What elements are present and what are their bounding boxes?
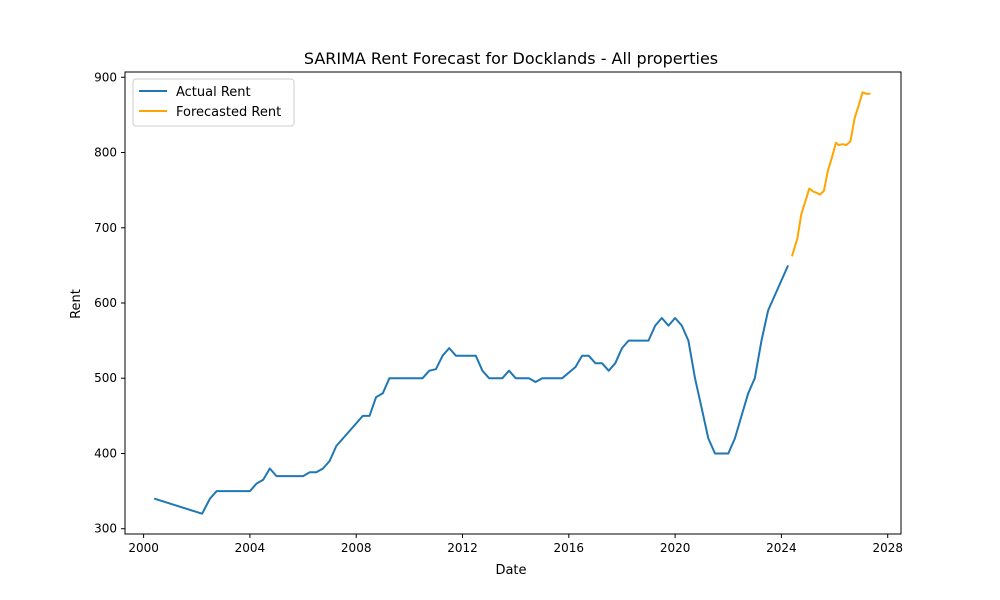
y-tick-label: 400 bbox=[94, 446, 117, 460]
x-tick-label: 2008 bbox=[341, 541, 372, 555]
legend-label-forecasted-rent: Forecasted Rent bbox=[176, 105, 281, 120]
y-tick-label: 800 bbox=[94, 146, 117, 160]
series-layer bbox=[153, 91, 871, 515]
x-tick-label: 2004 bbox=[235, 541, 266, 555]
y-tick-label: 500 bbox=[94, 371, 117, 385]
x-axis: 2000 2004 2008 2012 2016 2020 2024 2028 bbox=[128, 534, 903, 555]
chart-title: SARIMA Rent Forecast for Docklands - All… bbox=[304, 49, 718, 68]
y-axis-label: Rent bbox=[69, 289, 84, 319]
series-line-actual-rent bbox=[153, 264, 790, 515]
legend-label-actual-rent: Actual Rent bbox=[176, 85, 251, 100]
axes-frame bbox=[124, 71, 902, 535]
x-tick-label: 2024 bbox=[766, 541, 797, 555]
plot-area: 2000 2004 2008 2012 2016 2020 2024 2028 300 400 5… bbox=[94, 70, 903, 555]
x-tick-label: 2020 bbox=[660, 541, 691, 555]
y-tick-label: 600 bbox=[94, 296, 117, 310]
x-tick-label: 2016 bbox=[554, 541, 585, 555]
x-axis-label: Date bbox=[495, 563, 526, 578]
series-line-forecasted-rent bbox=[791, 91, 871, 257]
y-axis: 300 400 500 600 700 800 900 bbox=[94, 70, 125, 536]
legend: Actual Rent Forecasted Rent bbox=[132, 78, 295, 127]
x-tick-label: 2028 bbox=[872, 541, 903, 555]
legend-box bbox=[132, 78, 295, 127]
y-tick-label: 300 bbox=[94, 522, 117, 536]
x-tick-label: 2000 bbox=[128, 541, 159, 555]
y-tick-label: 700 bbox=[94, 221, 117, 235]
x-tick-label: 2012 bbox=[447, 541, 478, 555]
y-tick-label: 900 bbox=[94, 70, 117, 84]
